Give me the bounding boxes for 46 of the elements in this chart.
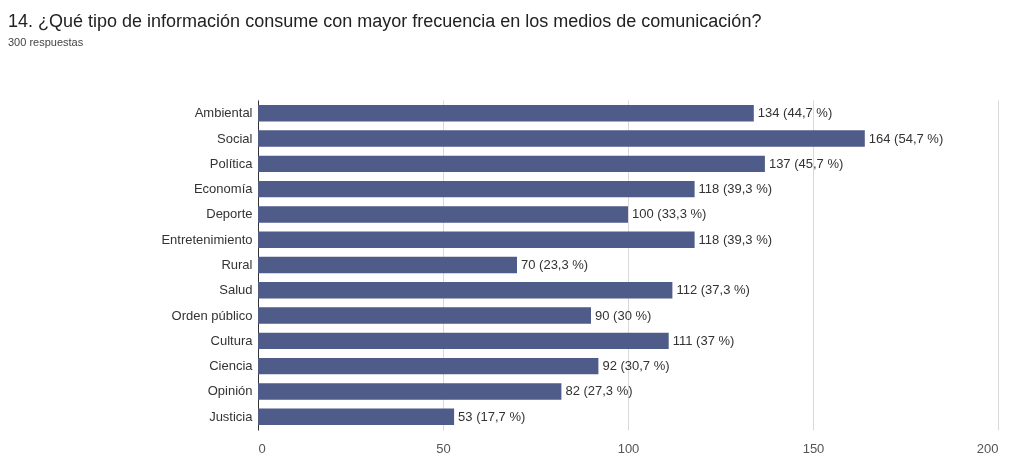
bar — [258, 206, 628, 223]
y-tick-label: Política — [209, 155, 254, 171]
y-tick-label: Entretenimiento — [161, 231, 253, 247]
bar — [258, 256, 517, 274]
bar — [258, 231, 695, 248]
y-tick-label: Rural — [221, 257, 253, 272]
data-label: 53 (17,7 %) — [458, 408, 526, 424]
text: 300 respuestas — [8, 36, 84, 48]
data-label: 134 (44,7 %) — [757, 105, 833, 121]
x-tick-label: 0 — [258, 440, 266, 456]
bar — [258, 408, 455, 425]
x-tick-label: 200 — [976, 440, 999, 456]
y-tick-label: Justicia — [209, 408, 254, 424]
data-label: 82 (27,3 %) — [565, 383, 633, 399]
y-tick-label: Orden público — [171, 307, 253, 323]
x-tick-label: 100 — [617, 440, 640, 456]
data-label: 118 (39,3 %) — [698, 231, 773, 247]
data-label: 90 (30 %) — [595, 307, 652, 323]
bar — [258, 130, 865, 147]
bar — [258, 357, 599, 375]
bar — [258, 105, 754, 122]
data-label: 112 (37,3 %) — [676, 282, 750, 298]
data-label: 164 (54,7 %) — [868, 130, 944, 146]
y-tick-label: Deporte — [206, 206, 253, 222]
data-label: 92 (30,7 %) — [602, 358, 670, 374]
y-tick-label: Ciencia — [209, 358, 254, 374]
bar — [258, 307, 591, 324]
data-label: 111 (37 %) — [672, 332, 735, 348]
y-tick-label: Opinión — [207, 383, 253, 399]
bar — [258, 180, 695, 198]
bar — [258, 332, 669, 350]
data-label: 100 (33,3 %) — [632, 206, 707, 222]
chart-title: 14. ¿Qué tipo de información consume con mayor frecuencia en los medios de comunicación? — [8, 11, 762, 31]
data-label: 118 (39,3 %) — [698, 181, 773, 197]
y-tick-label: Economía — [193, 181, 254, 197]
y-tick-label: Salud — [219, 282, 253, 298]
x-tick-label: 150 — [802, 440, 825, 456]
bar — [258, 383, 562, 400]
y-tick-label: Ambiental — [194, 105, 253, 121]
y-tick-label: Cultura — [210, 332, 254, 348]
x-tick-label: 50 — [436, 440, 451, 456]
bar — [258, 282, 673, 299]
data-label: 70 (23,3 %) — [521, 257, 589, 272]
y-tick-label: Social — [217, 130, 253, 146]
bar — [258, 155, 765, 173]
data-label: 137 (45,7 %) — [768, 155, 844, 171]
